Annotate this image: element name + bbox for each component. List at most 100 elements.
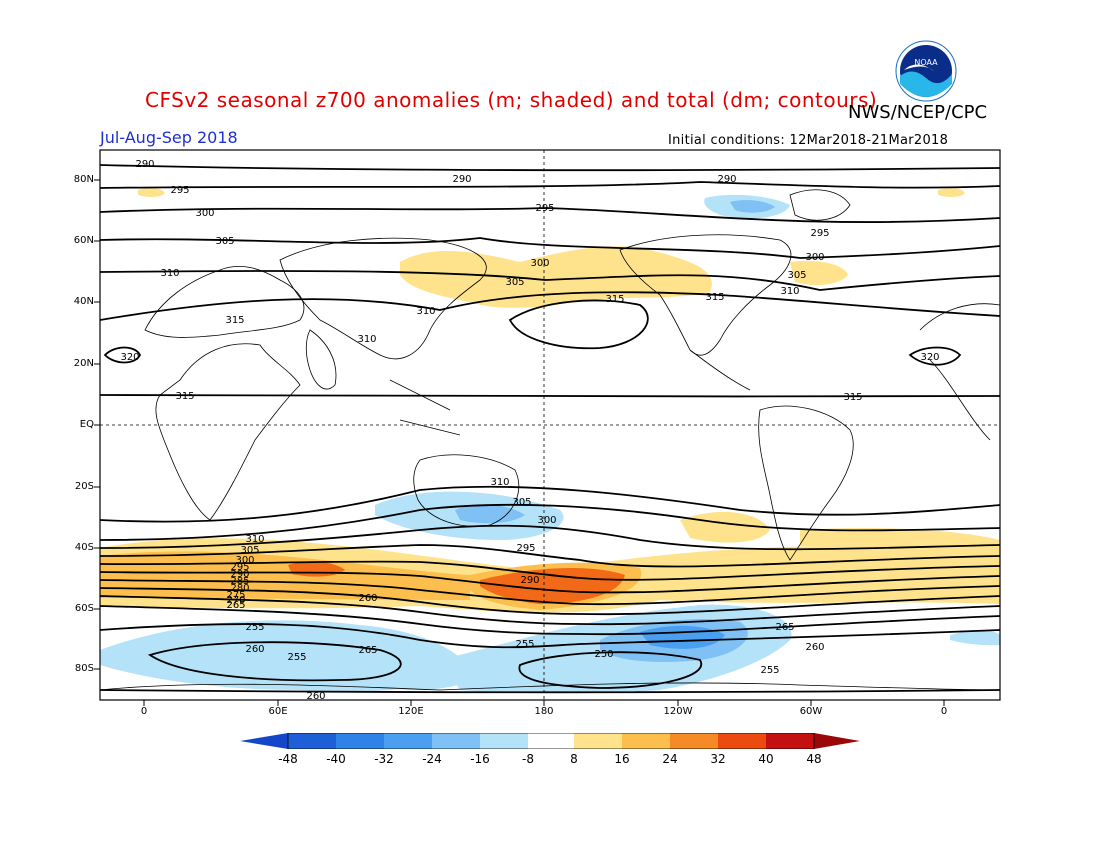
lat-label: 80N (73, 174, 94, 185)
contour-label: 310 (245, 534, 264, 545)
map-title: CFSv2 seasonal z700 anomalies (m; shaded… (145, 88, 878, 112)
colorbar-label: -8 (522, 752, 534, 766)
contour-label: 260 (306, 691, 325, 702)
contour-label: 255 (245, 622, 264, 633)
contour-label: 270 (226, 595, 245, 606)
contour-label: 305 (240, 545, 259, 556)
contour-label: 310 (780, 286, 799, 297)
contour-label: 315 (175, 391, 194, 402)
height-contours (100, 164, 1000, 694)
colorbar-swatch (574, 733, 622, 749)
initial-conditions: Initial conditions: 12Mar2018-21Mar2018 (668, 133, 949, 148)
contour-label: 295 (535, 203, 554, 214)
contour-label: 315 (705, 292, 724, 303)
lat-label: 60N (73, 235, 94, 246)
colorbar-label: 16 (614, 752, 630, 766)
noaa-logo-icon: NOAA (895, 40, 957, 102)
contour-label: 290 (230, 569, 249, 580)
contour-label: 290 (452, 174, 471, 185)
contour-label: 305 (512, 497, 531, 508)
colorbar-swatch (718, 733, 766, 749)
colorbar-label: -40 (326, 752, 346, 766)
colorbar-low-arrow (240, 733, 288, 749)
contour-labels: 290 290 290 295 295 295 300 300 300 305 … (120, 159, 939, 702)
contour-label: 310 (416, 306, 435, 317)
anomaly-shading (100, 187, 1000, 694)
contour-label: 300 (195, 208, 214, 219)
contour-label: 310 (160, 268, 179, 279)
colorbar-label: 8 (570, 752, 578, 766)
colorbar-swatch (432, 733, 480, 749)
contour-label: 315 (605, 294, 624, 305)
colorbar-label: 40 (758, 752, 774, 766)
contour-label: 295 (230, 562, 249, 573)
contour-label: 305 (505, 277, 524, 288)
contour-label: 295 (170, 185, 189, 196)
colorbar-label: -24 (422, 752, 442, 766)
contour-label: 295 (516, 543, 535, 554)
colorbar-high-arrow (814, 733, 860, 749)
colorbar-label: -48 (278, 752, 298, 766)
colorbar-swatch (670, 733, 718, 749)
contour-label: 265 (358, 645, 377, 656)
lon-label: 120W (663, 706, 693, 717)
colorbar-swatch (622, 733, 670, 749)
forecast-period: Jul-Aug-Sep 2018 (100, 128, 238, 147)
lat-label: 80S (74, 663, 94, 674)
contour-label: 320 (920, 352, 939, 363)
colorbar-swatch (288, 733, 336, 749)
colorbar (240, 733, 860, 749)
lon-label: 60W (799, 706, 823, 717)
colorbar-label: -32 (374, 752, 394, 766)
colorbar-label: 48 (806, 752, 822, 766)
lon-label: 120E (398, 706, 424, 717)
colorbar-swatch (480, 733, 528, 749)
lat-label: 20S (74, 481, 94, 492)
lon-label: 180 (534, 706, 554, 717)
contour-label: 315 (843, 392, 862, 403)
contour-label: 260 (358, 593, 377, 604)
contour-label: 260 (805, 642, 824, 653)
contour-label: 315 (225, 315, 244, 326)
contour-label: 300 (537, 515, 556, 526)
contour-label: 310 (490, 477, 509, 488)
logo-text: NOAA (914, 58, 938, 67)
contour-label: 300 (530, 258, 549, 269)
lon-label: 60E (268, 706, 288, 717)
axis-ticks (94, 179, 945, 706)
lat-label: 20N (73, 358, 94, 369)
contour-label: 255 (515, 639, 534, 650)
contour-label: 280 (230, 583, 249, 594)
contour-label: 260 (245, 644, 264, 655)
contour-label: 265 (226, 600, 245, 611)
contour-label: 305 (787, 270, 806, 281)
lon-label: 0 (940, 706, 948, 717)
lat-label: EQ (79, 419, 94, 430)
organization-label: NWS/NCEP/CPC (848, 102, 988, 123)
lat-label: 40N (73, 296, 94, 307)
colorbar-label: -16 (470, 752, 490, 766)
colorbar-swatch (336, 733, 384, 749)
contour-label: 255 (760, 665, 779, 676)
colorbar-swatch (528, 733, 574, 749)
colorbar-swatch (766, 733, 814, 749)
lon-label: 0 (140, 706, 148, 717)
contour-label: 295 (810, 228, 829, 239)
contour-label: 300 (805, 252, 824, 263)
contour-label: 290 (520, 575, 539, 586)
lat-label: 40S (74, 542, 94, 553)
lat-label: 60S (74, 603, 94, 614)
contour-label: 300 (235, 555, 254, 566)
contour-label: 250 (594, 649, 613, 660)
colorbar-label: 32 (710, 752, 726, 766)
contour-label: 275 (226, 590, 245, 601)
contour-label: 290 (135, 159, 154, 170)
contour-label: 320 (120, 352, 139, 363)
contour-label: 285 (230, 576, 249, 587)
coastlines (100, 189, 1000, 691)
contour-label: 310 (357, 334, 376, 345)
contour-label: 265 (775, 622, 794, 633)
contour-label: 305 (215, 236, 234, 247)
contour-label: 290 (717, 174, 736, 185)
